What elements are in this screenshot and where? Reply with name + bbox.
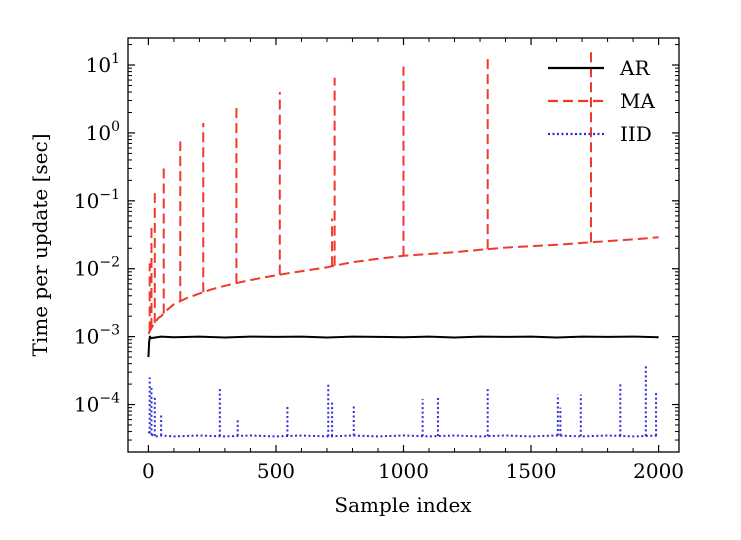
y-tick-exponent: −1 xyxy=(99,187,120,203)
y-tick-exponent: −3 xyxy=(99,323,120,339)
series-ar xyxy=(147,335,659,358)
legend: AR MA IID xyxy=(548,56,655,146)
y-tick-mantissa: 10 xyxy=(74,257,99,281)
series-ma xyxy=(147,50,659,335)
series-iid xyxy=(147,365,659,438)
y-tick-mantissa: 10 xyxy=(74,189,99,213)
y-tick-label: 10−1 xyxy=(74,187,120,213)
series-line-iid xyxy=(147,430,659,438)
x-tick-label: 2000 xyxy=(633,459,684,483)
y-tick-mantissa: 10 xyxy=(74,393,99,417)
legend-label-iid: IID xyxy=(620,122,652,146)
ticks xyxy=(128,38,679,453)
legend-label-ar: AR xyxy=(619,56,650,80)
x-tick-label: 1500 xyxy=(506,459,557,483)
y-tick-label: 10−2 xyxy=(74,255,120,281)
x-axis-label: Sample index xyxy=(334,493,472,517)
y-tick-mantissa: 10 xyxy=(74,325,99,349)
series-line-ma xyxy=(147,236,659,335)
series-line-ar xyxy=(147,335,659,358)
plot-lines xyxy=(147,50,659,438)
y-tick-mantissa: 10 xyxy=(86,121,111,145)
y-tick-exponent: −2 xyxy=(99,255,120,271)
y-tick-label: 101 xyxy=(86,51,120,77)
x-tick-label: 1000 xyxy=(378,459,429,483)
y-tick-label: 10−3 xyxy=(74,323,120,349)
y-tick-exponent: −4 xyxy=(99,391,120,407)
y-tick-exponent: 0 xyxy=(111,119,120,135)
y-axis-label: Time per update [sec] xyxy=(28,134,52,357)
x-tick-label: 0 xyxy=(142,459,155,483)
y-tick-label: 10−4 xyxy=(74,391,120,417)
y-tick-exponent: 1 xyxy=(111,51,120,67)
legend-label-ma: MA xyxy=(620,89,655,113)
x-tick-label: 500 xyxy=(257,459,295,483)
y-tick-mantissa: 10 xyxy=(86,53,111,77)
y-tick-label: 100 xyxy=(86,119,120,145)
